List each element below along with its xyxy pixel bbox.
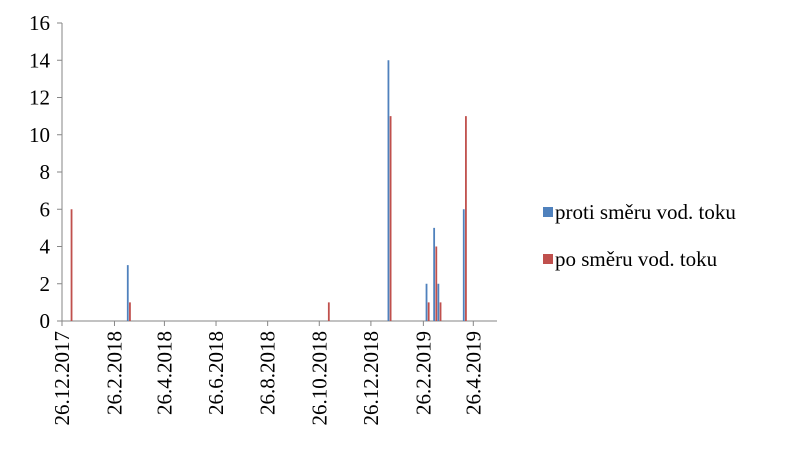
bar xyxy=(465,116,467,321)
legend-label: po směru vod. toku xyxy=(555,247,718,271)
x-tick-label: 26.4.2018 xyxy=(152,331,176,415)
x-tick-label: 26.10.2018 xyxy=(307,331,331,426)
x-tick-label: 26.2.2018 xyxy=(102,331,126,415)
y-tick-label: 6 xyxy=(40,197,51,221)
y-tick-label: 16 xyxy=(29,11,50,35)
legend-swatch xyxy=(543,254,553,264)
bar xyxy=(425,283,428,321)
bar xyxy=(389,116,392,321)
bar xyxy=(435,246,438,321)
bar xyxy=(327,302,330,321)
bar xyxy=(439,302,442,321)
y-tick-label: 14 xyxy=(29,48,51,72)
bar xyxy=(126,265,129,321)
x-tick-label: 26.12.2018 xyxy=(359,331,383,426)
bar xyxy=(70,209,73,321)
x-tick-label: 26.12.2017 xyxy=(50,331,74,426)
bar xyxy=(129,302,131,321)
y-tick-label: 12 xyxy=(29,86,50,110)
legend-swatch xyxy=(543,207,553,217)
bar xyxy=(387,60,390,321)
x-tick-label: 26.2.2019 xyxy=(411,331,435,415)
x-tick-label: 26.4.2019 xyxy=(461,331,485,415)
y-tick-label: 8 xyxy=(40,160,51,184)
bar xyxy=(437,283,440,321)
legend-label: proti směru vod. toku xyxy=(555,200,736,224)
x-tick-label: 26.8.2018 xyxy=(256,331,280,415)
x-tick-label: 26.6.2018 xyxy=(204,331,228,415)
bar xyxy=(427,302,430,321)
y-tick-label: 4 xyxy=(40,235,51,259)
bar xyxy=(462,209,465,321)
bar xyxy=(433,227,436,321)
y-tick-label: 2 xyxy=(40,272,51,296)
y-tick-label: 0 xyxy=(40,309,51,333)
y-tick-label: 10 xyxy=(29,123,50,147)
